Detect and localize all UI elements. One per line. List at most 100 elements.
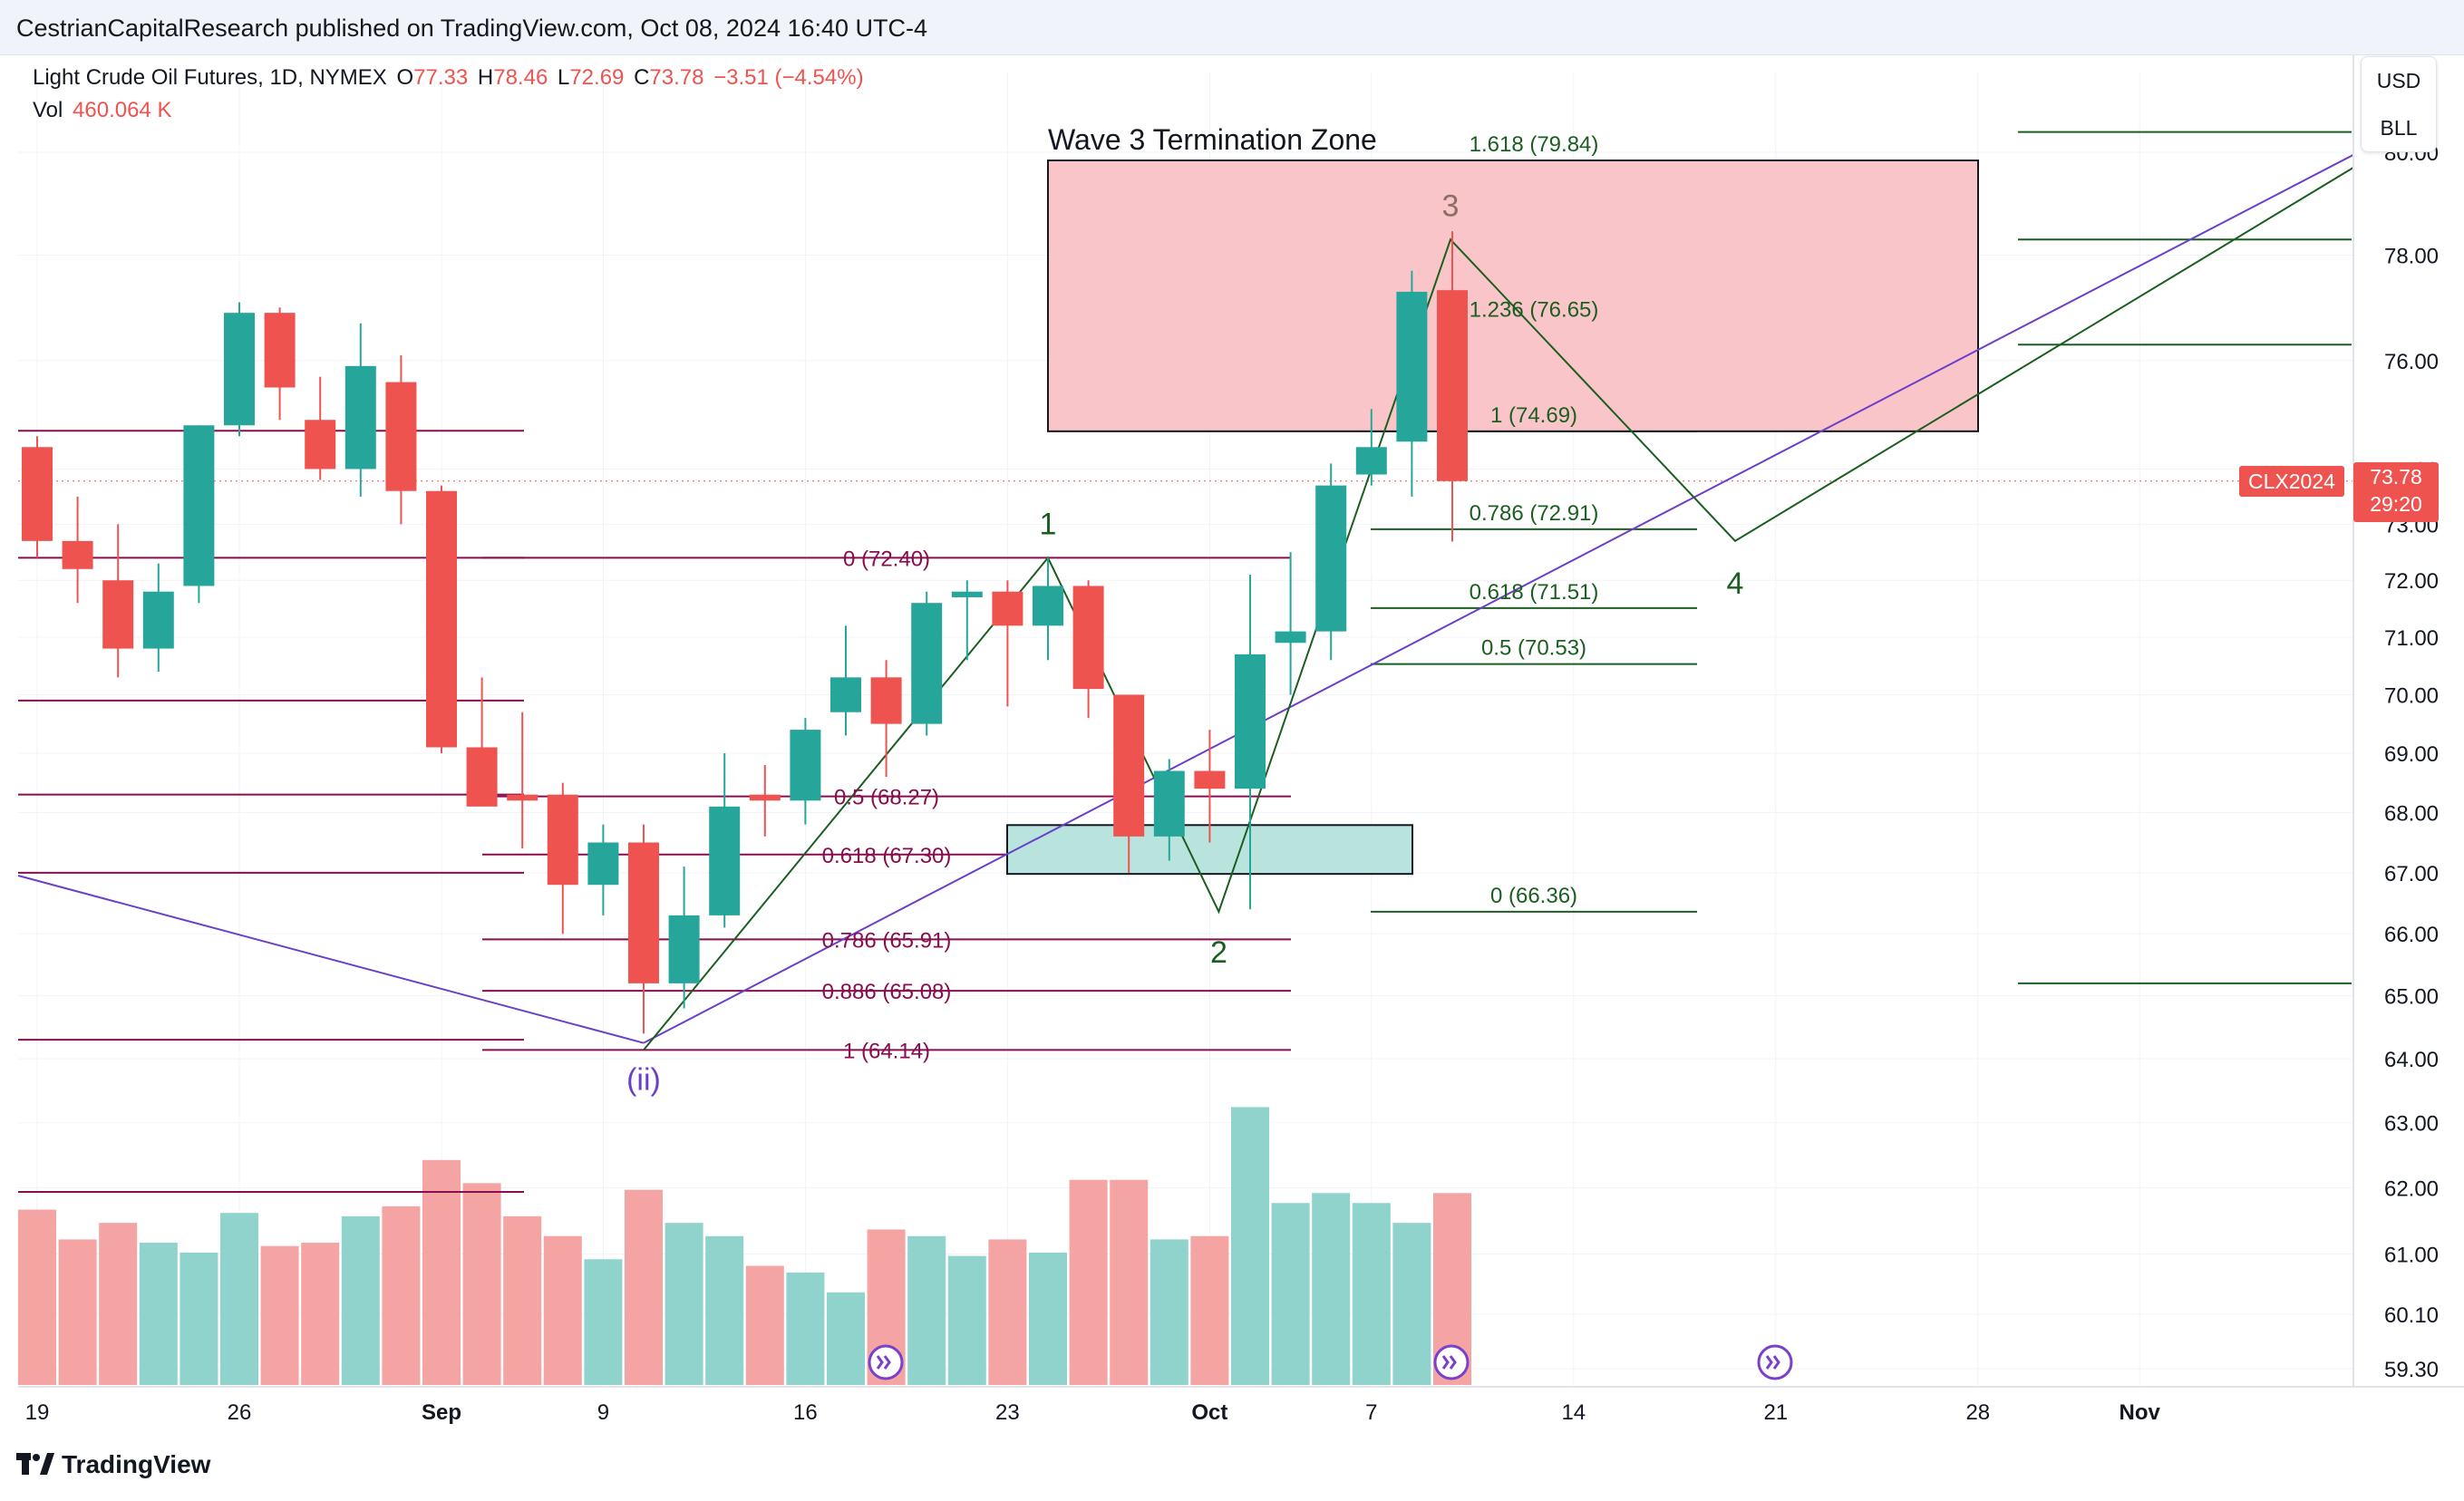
volume-bar: [301, 1243, 340, 1385]
volume-bars: [18, 1107, 1471, 1385]
candle-body: [62, 540, 93, 569]
volume-bar: [58, 1239, 97, 1385]
volume-bar: [625, 1189, 663, 1385]
volume-bar: [1069, 1179, 1108, 1385]
y-tick-label: 60.10: [2384, 1303, 2439, 1328]
candle-body: [1072, 586, 1104, 690]
channel-line-upper: [643, 153, 2354, 1044]
flag-icon-glyph: [1765, 1355, 1780, 1370]
fib-maroon-label: 0 (72.40): [843, 547, 930, 571]
volume-bar: [1312, 1193, 1351, 1385]
low-value: 72.69: [569, 65, 625, 90]
annotation-labels: 0 (72.40) 0.5 (68.27) 0.618 (67.30) 0.786 (…: [626, 123, 1793, 1380]
volume-bar: [1271, 1203, 1310, 1385]
footer: TradingView: [0, 1434, 2464, 1501]
volume-bar: [543, 1235, 582, 1385]
candle-body: [1437, 290, 1468, 481]
symbol-price-badge: CLX2024: [2239, 466, 2344, 497]
y-tick-label: 65.00: [2384, 985, 2439, 1010]
publisher-line: CestrianCapitalResearch published on Tra…: [16, 15, 928, 42]
volume-bar: [947, 1255, 986, 1385]
volume-bar: [1110, 1179, 1149, 1385]
flag-icon: [1757, 1344, 1793, 1380]
candle-body: [1194, 770, 1226, 789]
fib-green-label: 1.236 (76.65): [1470, 298, 1599, 323]
volume-bar: [665, 1223, 703, 1385]
tradingview-logo-icon: [16, 1453, 54, 1477]
candle-body: [1355, 447, 1387, 475]
volume-bar: [260, 1245, 299, 1385]
open-label: O: [396, 65, 414, 90]
x-tick-label: 14: [1561, 1400, 1586, 1425]
tradingview-logo[interactable]: TradingView: [16, 1450, 210, 1479]
candles: [22, 231, 1468, 1034]
open-value: 77.33: [413, 65, 469, 90]
y-tick-label: 76.00: [2384, 350, 2439, 374]
zones: [1006, 159, 1979, 876]
currency-selector[interactable]: USD BLL: [2361, 56, 2437, 152]
change-value: −3.51 (−4.54%): [713, 65, 864, 90]
volume-bar: [1150, 1239, 1188, 1385]
x-tick-label: 16: [793, 1400, 818, 1425]
volume-bar: [745, 1265, 784, 1385]
candle-body: [385, 382, 417, 491]
y-tick-label: 67.00: [2384, 862, 2439, 886]
candle-body: [1235, 654, 1266, 789]
wave-label: 4: [1727, 567, 1744, 601]
tradingview-logo-text: TradingView: [62, 1450, 211, 1478]
flag-icon: [868, 1344, 904, 1380]
candle-body: [22, 447, 53, 541]
y-tick-label: 71.00: [2384, 626, 2439, 651]
candle-body: [507, 794, 538, 801]
volume-legend: Vol 460.064 K: [33, 98, 175, 123]
volume-bar: [705, 1235, 744, 1385]
y-tick-label: 64.00: [2384, 1048, 2439, 1072]
candle-body: [305, 420, 336, 470]
candle-body: [830, 677, 861, 712]
wave-label: 2: [1210, 935, 1227, 970]
lightning-icon-glyph: [1441, 1355, 1457, 1370]
y-tick-label: 68.00: [2384, 801, 2439, 826]
candle-body: [344, 365, 376, 470]
fib-green-label: 0.5 (70.53): [1481, 636, 1586, 661]
y-tick-label: 61.00: [2384, 1243, 2439, 1267]
candle-body: [709, 806, 741, 915]
candle-body: [426, 490, 457, 748]
y-tick-label: 62.00: [2384, 1177, 2439, 1201]
candle-body: [870, 677, 902, 724]
currency-usd[interactable]: USD: [2376, 69, 2421, 92]
volume-bar: [179, 1253, 218, 1385]
x-tick-label: 7: [1365, 1400, 1377, 1425]
x-tick-label: Sep: [422, 1400, 461, 1425]
volume-bar: [786, 1272, 825, 1385]
volume-bar: [988, 1239, 1027, 1385]
volume-bar: [1392, 1223, 1431, 1385]
channel-line-lower: [17, 875, 645, 1044]
y-tick-label: 59.30: [2384, 1358, 2439, 1382]
flag-icon-ring: [868, 1344, 904, 1380]
y-tick-label: 72.00: [2384, 569, 2439, 594]
candle-body: [1275, 631, 1306, 644]
candle-body: [102, 580, 134, 649]
candle-body: [790, 730, 821, 801]
x-tick-label: 26: [228, 1400, 252, 1425]
candle-body: [1033, 586, 1063, 626]
x-tick-label: Oct: [1191, 1400, 1227, 1425]
flag-icon-ring: [1757, 1344, 1793, 1380]
y-tick-label: 78.00: [2384, 244, 2439, 268]
high-value: 78.46: [493, 65, 548, 90]
y-tick-label: 70.00: [2384, 683, 2439, 708]
symbol-legend: Light Crude Oil Futures, 1D, NYMEX O77.3…: [33, 65, 868, 91]
flag-icon-glyph: [876, 1355, 891, 1370]
candle-body: [628, 842, 659, 983]
candle-body: [547, 794, 578, 886]
price-chart[interactable]: 0 (72.40) 0.5 (68.27) 0.618 (67.30) 0.786 (…: [0, 54, 2464, 1434]
fib-maroon-label: 0.786 (65.91): [822, 928, 952, 953]
candle-body: [749, 794, 781, 801]
fib-green-label: 1.618 (79.84): [1470, 132, 1599, 157]
y-tick-label: 63.00: [2384, 1112, 2439, 1137]
wave-label: (ii): [626, 1062, 661, 1097]
close-label: C: [634, 65, 650, 90]
high-label: H: [477, 65, 494, 90]
currency-unit[interactable]: BLL: [2380, 116, 2418, 140]
